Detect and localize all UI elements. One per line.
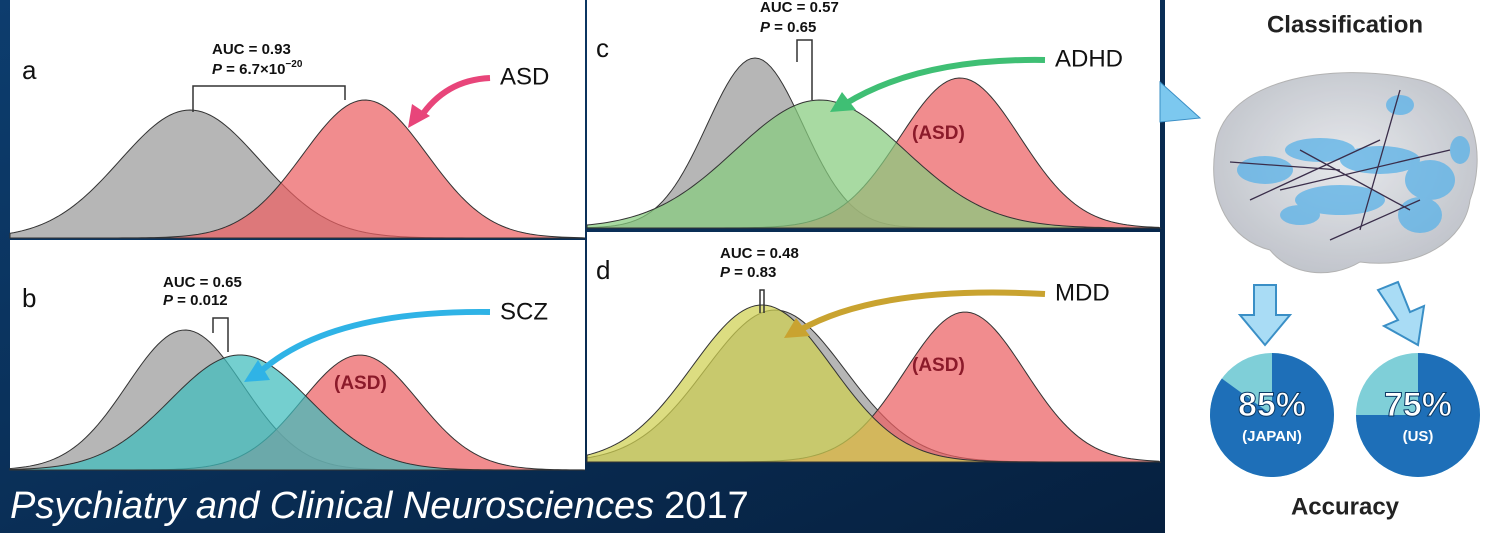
asd-label: (ASD)	[912, 123, 965, 144]
p-text: = 0.65	[770, 19, 816, 36]
year: 2017	[664, 485, 749, 527]
group-label: SCZ	[500, 298, 548, 325]
panel-letter: d	[596, 255, 610, 285]
group-label: MDD	[1055, 279, 1110, 306]
p-exp: −20	[285, 59, 302, 70]
p-text: = 6.7×10	[222, 61, 285, 78]
auc: AUC = 0.65	[163, 274, 242, 291]
pie-region: (JAPAN)	[1242, 428, 1302, 445]
group-label: ADHD	[1055, 45, 1123, 72]
auc: AUC = 0.57	[760, 0, 839, 16]
group-label: ASD	[500, 63, 549, 90]
title: Classification	[1267, 11, 1423, 38]
pie-label: 85%	[1238, 386, 1306, 424]
panel-letter: a	[22, 55, 37, 85]
pie-region: (US)	[1403, 428, 1434, 445]
page: a b c d AUC = 0.93 P = 6.7×10−20 AUC = 0…	[0, 0, 1499, 533]
p-text: = 0.83	[730, 264, 776, 281]
p-value: P = 0.83	[720, 264, 776, 281]
p-text: = 0.012	[173, 292, 228, 309]
asd-label: (ASD)	[334, 373, 387, 394]
pie-label: 75%	[1384, 386, 1452, 424]
journal: Psychiatry and Clinical Neurosciences	[10, 485, 654, 527]
caption: Accuracy	[1291, 493, 1400, 520]
auc: AUC = 0.93	[212, 41, 291, 58]
p-value: P = 0.65	[760, 19, 816, 36]
panel-letter: b	[22, 283, 36, 313]
brain	[1214, 73, 1477, 273]
auc: AUC = 0.48	[720, 245, 799, 262]
slide: a b c d AUC = 0.93 P = 6.7×10−20 AUC = 0…	[0, 0, 1499, 533]
p-value: P = 0.012	[163, 292, 228, 309]
panel-letter: c	[596, 33, 609, 63]
asd-label: (ASD)	[912, 355, 965, 376]
